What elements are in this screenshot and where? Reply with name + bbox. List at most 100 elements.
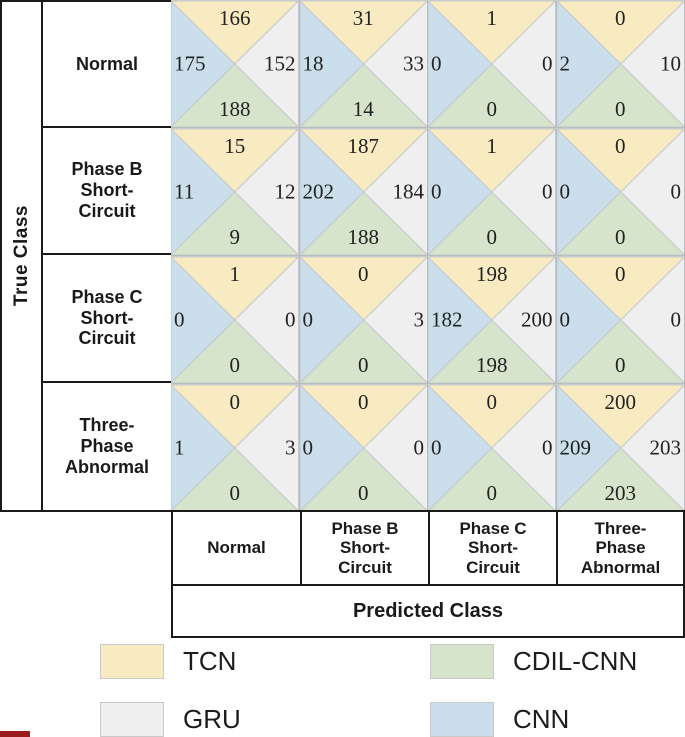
matrix-cell-r3c0: 0 1 3 0	[171, 384, 300, 512]
value-cnn: 0	[174, 307, 185, 332]
value-gru: 0	[670, 307, 682, 332]
matrix-cell-r0c2: 1 0 0 0	[428, 0, 557, 128]
matrix-cell-r2c1: 0 0 3 0	[299, 256, 428, 384]
legend-label-cdil-cnn: CDIL-CNN	[513, 646, 638, 676]
legend-swatch-cdil-cnn	[430, 644, 494, 679]
cell-triangles	[556, 129, 684, 255]
value-cnn: 0	[431, 179, 442, 204]
value-cdil-cnn: 0	[486, 97, 498, 121]
row-label-three-phase: Three- Phase Abnormal	[41, 381, 173, 512]
cell-triangles	[299, 1, 427, 127]
value-cnn: 175	[174, 51, 206, 76]
value-cdil-cnn: 203	[604, 481, 637, 505]
value-tcn: 198	[476, 262, 508, 286]
value-tcn: 166	[219, 6, 251, 30]
row-label-phase-c: Phase C Short- Circuit	[41, 253, 173, 383]
value-gru: 10	[660, 51, 681, 76]
value-cdil-cnn: 0	[615, 97, 626, 121]
value-tcn: 0	[486, 390, 498, 414]
value-tcn: 187	[347, 134, 380, 158]
value-tcn: 0	[229, 390, 241, 414]
value-cdil-cnn: 0	[229, 481, 241, 505]
row-label-phase-b: Phase B Short- Circuit	[41, 126, 173, 255]
value-tcn: 15	[224, 134, 246, 158]
value-cdil-cnn: 198	[476, 353, 508, 377]
legend-swatch-cnn	[430, 702, 494, 737]
cell-triangles	[171, 1, 299, 127]
value-tcn: 0	[358, 262, 369, 286]
value-cnn: 1	[174, 435, 185, 460]
value-tcn: 200	[604, 390, 637, 414]
matrix-cell-r2c3: 0 0 0 0	[556, 256, 685, 384]
value-cdil-cnn: 9	[229, 225, 241, 249]
legend-label-tcn: TCN	[183, 646, 237, 676]
value-tcn: 0	[615, 134, 626, 158]
value-cnn: 209	[559, 435, 592, 460]
value-cnn: 0	[559, 307, 571, 332]
cell-triangles	[428, 257, 556, 383]
value-cnn: 202	[302, 179, 335, 204]
value-cdil-cnn: 0	[358, 481, 369, 505]
value-cnn: 182	[431, 307, 463, 332]
value-tcn: 0	[615, 262, 626, 286]
value-gru: 200	[521, 307, 553, 332]
value-gru: 152	[264, 51, 296, 76]
value-gru: 3	[413, 307, 425, 332]
value-gru: 12	[274, 179, 296, 204]
value-gru: 203	[649, 435, 682, 460]
red-progress-bar-fragment	[0, 731, 30, 737]
value-cdil-cnn: 0	[486, 225, 498, 249]
value-tcn: 0	[615, 6, 626, 30]
cell-triangles	[556, 257, 684, 383]
cell-triangles	[428, 129, 556, 255]
cell-triangles	[299, 257, 427, 383]
cell-triangles	[299, 129, 427, 255]
matrix-cell-r1c3: 0 0 0 0	[556, 128, 685, 256]
col-label-three-phase: Three- Phase Abnormal	[556, 510, 685, 586]
value-cnn: 18	[302, 51, 324, 76]
value-gru: 0	[542, 179, 553, 204]
legend-label-gru: GRU	[183, 704, 241, 734]
matrix-cell-r3c2: 0 0 0 0	[428, 384, 557, 512]
value-cdil-cnn: 0	[229, 353, 241, 377]
matrix-cell-r1c2: 1 0 0 0	[428, 128, 557, 256]
matrix-cell-r3c1: 0 0 0 0	[299, 384, 428, 512]
value-gru: 0	[413, 435, 425, 460]
cell-triangles	[556, 385, 684, 511]
matrix-cell-r0c0: 166 175 152 188	[171, 0, 300, 128]
matrix-cell-r1c1: 187 202 184 188	[299, 128, 428, 256]
value-cnn: 0	[302, 435, 314, 460]
legend-label-cnn: CNN	[513, 704, 570, 734]
value-tcn: 1	[486, 6, 498, 30]
cell-triangles	[299, 385, 427, 511]
value-gru: 0	[670, 179, 682, 204]
value-cnn: 11	[174, 179, 195, 204]
cell-triangles	[171, 257, 299, 383]
matrix-cell-r3c3: 200 209 203 203	[556, 384, 685, 512]
value-cnn: 2	[559, 51, 571, 76]
cell-triangles	[428, 385, 556, 511]
legend-swatch-tcn	[100, 644, 164, 679]
value-gru: 0	[542, 435, 553, 460]
value-cdil-cnn: 0	[615, 353, 626, 377]
value-cnn: 0	[302, 307, 314, 332]
value-cnn: 0	[559, 179, 571, 204]
value-cdil-cnn: 0	[358, 353, 369, 377]
matrix-cell-r0c3: 0 2 10 0	[556, 0, 685, 128]
value-tcn: 0	[358, 390, 369, 414]
cell-triangles	[428, 1, 556, 127]
value-cdil-cnn: 14	[352, 97, 374, 121]
value-tcn: 31	[352, 6, 374, 30]
value-cdil-cnn: 0	[486, 481, 498, 505]
value-gru: 3	[285, 435, 296, 460]
value-cdil-cnn: 188	[347, 225, 380, 249]
row-label-normal: Normal	[41, 0, 173, 128]
true-class-axis: True Class	[0, 0, 43, 512]
true-class-label: True Class	[10, 205, 32, 307]
cell-triangles	[171, 129, 299, 255]
cell-triangles	[556, 1, 684, 127]
predicted-class-axis: Predicted Class	[171, 584, 685, 638]
value-cdil-cnn: 0	[615, 225, 626, 249]
